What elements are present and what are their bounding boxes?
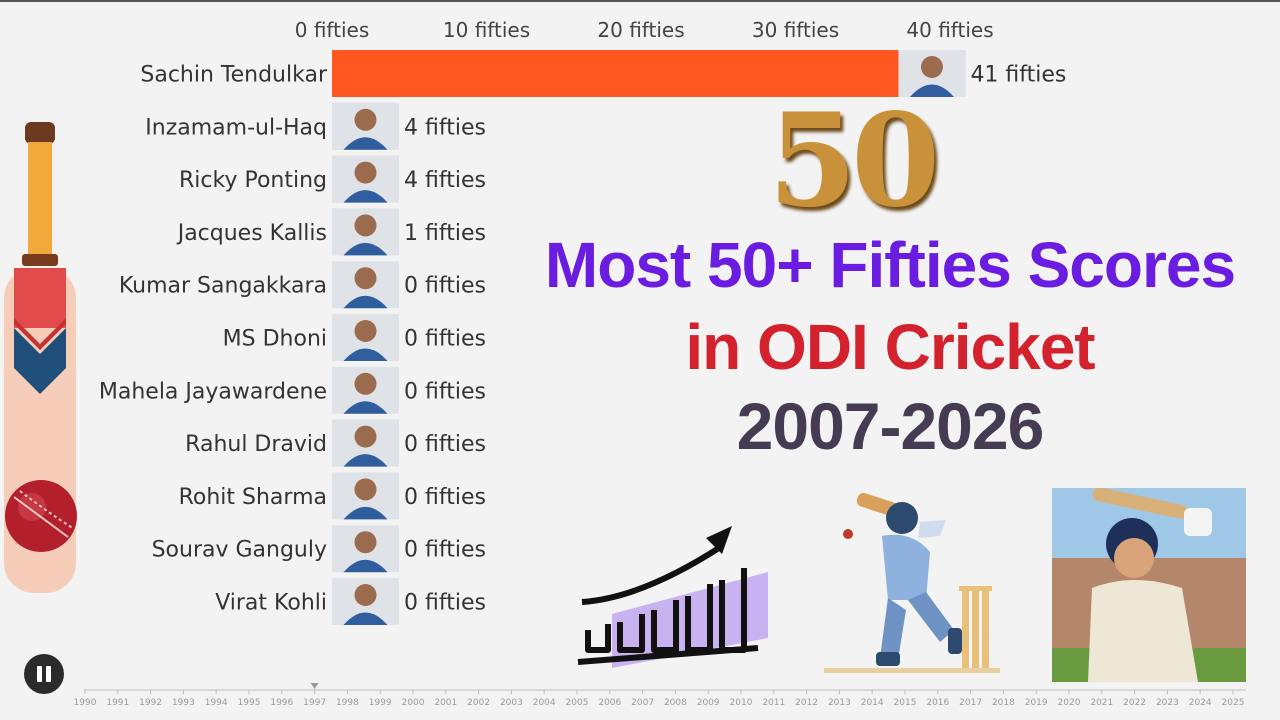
- player-shirt-icon: [343, 137, 388, 150]
- badge-50: 50: [768, 86, 940, 236]
- timeline-year-label: 2021: [1090, 698, 1113, 708]
- timeline-year-label: 2011: [762, 698, 785, 708]
- x-tick-label: 40 fifties: [906, 18, 993, 42]
- value-label: 4 fifties: [404, 168, 486, 193]
- cricket-ball-icon: [5, 480, 77, 552]
- player-shirt-icon: [343, 612, 388, 625]
- player-shirt-icon: [343, 506, 388, 520]
- player-face-icon: [354, 108, 377, 131]
- title-line-2: in ODI Cricket: [685, 311, 1095, 383]
- value-label: 0 fifties: [404, 485, 486, 510]
- x-tick-label: 20 fifties: [597, 18, 684, 42]
- player-shirt-icon: [343, 348, 388, 361]
- x-tick-label: 10 fifties: [443, 18, 530, 42]
- timeline-year-label: 2008: [664, 698, 687, 708]
- value-label: 1 fifties: [404, 221, 486, 246]
- value-label: 0 fifties: [404, 274, 486, 299]
- timeline-year-label: 2010: [730, 698, 753, 708]
- x-tick-label: 30 fifties: [752, 18, 839, 42]
- player-name-label: Virat Kohli: [215, 591, 327, 616]
- value-label: 0 fifties: [404, 591, 486, 616]
- timeline-year-label: 1999: [369, 698, 392, 708]
- value-label: 0 fifties: [404, 432, 486, 457]
- player-photo: [1052, 488, 1246, 682]
- player-face-icon: [354, 161, 377, 184]
- top-border: [0, 0, 1280, 2]
- player-name-label: Jacques Kallis: [176, 221, 327, 246]
- timeline-year-label: 2018: [992, 698, 1015, 708]
- timeline-year-label: 2014: [861, 698, 884, 708]
- player-face-icon: [354, 531, 377, 554]
- timeline-year-label: 2006: [598, 698, 621, 708]
- value-label: 0 fifties: [404, 327, 486, 352]
- timeline-year-label: 2025: [1222, 698, 1245, 708]
- timeline-year-label: 1991: [106, 698, 129, 708]
- player-shirt-icon: [343, 401, 388, 414]
- player-face-icon: [354, 214, 377, 237]
- title-line-3: 2007-2026: [736, 389, 1045, 463]
- growth-chart-icon: [577, 526, 768, 668]
- timeline-year-label: 2003: [500, 698, 523, 708]
- player-face-icon: [354, 267, 377, 290]
- player-shirt-icon: [343, 295, 388, 309]
- timeline-year-label: 2016: [926, 698, 949, 708]
- player-face-icon: [920, 56, 943, 78]
- player-shirt-icon: [343, 242, 388, 256]
- timeline-year-label: 1994: [205, 698, 228, 708]
- value-label: 4 fifties: [404, 115, 486, 140]
- timeline-year-label: 2012: [795, 698, 818, 708]
- timeline-year-label: 2007: [631, 698, 654, 708]
- value-label: 0 fifties: [404, 379, 486, 404]
- timeline-year-label: 1995: [238, 698, 261, 708]
- player-name-label: Rohit Sharma: [179, 485, 327, 510]
- timeline-year-label: 1993: [172, 698, 195, 708]
- timeline-year-label: 1996: [270, 698, 293, 708]
- player-name-label: Sourav Ganguly: [152, 538, 327, 563]
- timeline-year-label: 2013: [828, 698, 851, 708]
- player-name-label: MS Dhoni: [223, 327, 327, 352]
- player-shirt-icon: [343, 559, 388, 573]
- timeline-year-label: 2009: [697, 698, 720, 708]
- pause-button[interactable]: [24, 654, 64, 694]
- player-face-icon: [354, 320, 377, 342]
- timeline-current-marker[interactable]: [310, 683, 319, 689]
- player-face-icon: [354, 425, 377, 448]
- value-label: 0 fifties: [404, 538, 486, 563]
- x-tick-label: 0 fifties: [295, 18, 370, 42]
- player-name-label: Inzamam-ul-Haq: [145, 115, 327, 140]
- timeline-year-label: 1997: [303, 698, 326, 708]
- player-name-label: Sachin Tendulkar: [140, 63, 328, 88]
- bar: [332, 50, 966, 97]
- player-name-label: Ricky Ponting: [179, 168, 327, 193]
- timeline-year-label: 2019: [1025, 698, 1048, 708]
- timeline-year-label: 2020: [1058, 698, 1081, 708]
- player-name-label: Mahela Jayawardene: [99, 379, 327, 404]
- timeline-year-label: 2017: [959, 698, 982, 708]
- timeline-year-label: 1998: [336, 698, 359, 708]
- value-label: 41 fifties: [970, 63, 1066, 88]
- batsman-illustration: [824, 492, 1000, 673]
- timeline-year-label: 2001: [434, 698, 457, 708]
- player-shirt-icon: [343, 190, 388, 203]
- player-face-icon: [354, 372, 377, 395]
- timeline-year-label: 2022: [1123, 698, 1146, 708]
- timeline-year-label: 2023: [1156, 698, 1179, 708]
- player-shirt-icon: [343, 454, 388, 467]
- timeline-year-label: 1992: [139, 698, 162, 708]
- timeline-year-label: 2004: [533, 698, 556, 708]
- player-face-icon: [354, 478, 377, 501]
- title-line-1: Most 50+ Fifties Scores: [544, 229, 1236, 301]
- player-shirt-icon: [909, 84, 954, 97]
- timeline-year-label: 2024: [1189, 698, 1212, 708]
- player-name-label: Kumar Sangakkara: [119, 274, 327, 299]
- timeline-year-label: 2015: [894, 698, 917, 708]
- timeline-year-label: 1990: [74, 698, 97, 708]
- timeline-year-label: 2002: [467, 698, 490, 708]
- timeline-year-label: 2000: [402, 698, 425, 708]
- player-name-label: Rahul Dravid: [185, 432, 327, 457]
- player-face-icon: [354, 584, 377, 606]
- timeline-year-label: 2005: [566, 698, 589, 708]
